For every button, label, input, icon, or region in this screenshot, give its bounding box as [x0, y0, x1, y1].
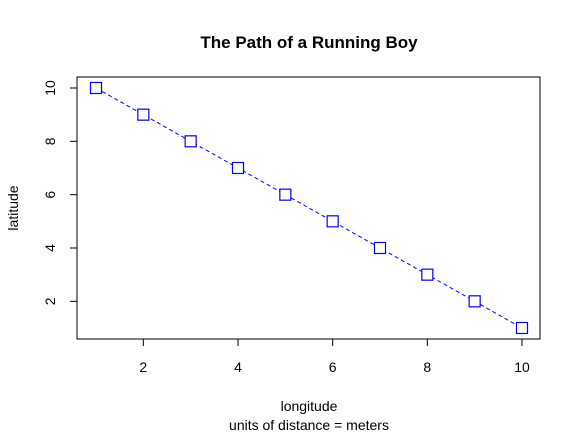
data-point-marker — [231, 161, 245, 175]
y-tick-label: 10 — [42, 80, 58, 96]
data-point-marker — [89, 81, 103, 95]
x-tick-label: 2 — [139, 359, 147, 375]
x-axis: 2 4 6 8 10 — [139, 338, 530, 375]
y-tick-label: 8 — [42, 137, 58, 145]
x-axis-label: longitude — [281, 398, 338, 414]
data-point-marker — [137, 108, 150, 121]
data-point-marker — [468, 295, 481, 308]
data-point-marker — [184, 135, 197, 148]
x-tick-label: 10 — [514, 359, 530, 375]
y-axis-label: latitude — [5, 185, 21, 230]
y-axis: 2 4 6 8 10 — [42, 80, 78, 305]
data-point-marker — [326, 215, 339, 228]
y-tick-label: 2 — [42, 297, 58, 305]
data-point-marker — [373, 241, 387, 255]
data-point-marker — [279, 188, 292, 201]
y-tick-label: 6 — [42, 191, 58, 199]
data-point-marker — [515, 321, 529, 335]
series-points — [89, 81, 529, 335]
x-tick-label: 8 — [423, 359, 431, 375]
chart-title: The Path of a Running Boy — [200, 33, 418, 52]
x-tick-label: 4 — [234, 359, 242, 375]
x-axis-subtitle: units of distance = meters — [229, 417, 389, 433]
series-line — [95, 87, 523, 329]
y-tick-label: 4 — [42, 244, 58, 252]
data-point-marker — [421, 268, 434, 281]
x-tick-label: 6 — [329, 359, 337, 375]
